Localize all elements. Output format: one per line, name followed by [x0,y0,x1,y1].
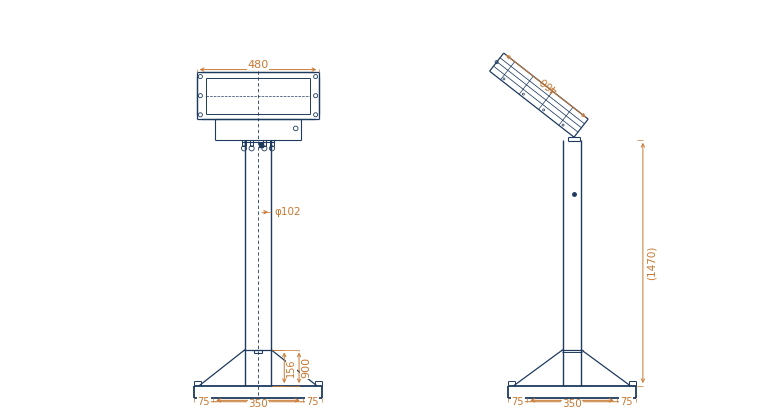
Text: 75: 75 [511,397,524,407]
Text: 500: 500 [247,402,269,412]
Text: φ102: φ102 [274,207,301,217]
Text: 75: 75 [198,397,210,407]
Text: 75: 75 [620,397,632,407]
Text: 350: 350 [248,399,268,409]
Text: 500: 500 [561,402,582,412]
Text: 156: 156 [286,359,296,377]
Text: 460: 460 [538,74,560,94]
Text: 350: 350 [562,399,582,409]
Text: 480: 480 [247,60,269,70]
Text: 900: 900 [301,357,311,378]
Text: 75: 75 [306,397,319,407]
Text: (1470): (1470) [647,246,657,280]
